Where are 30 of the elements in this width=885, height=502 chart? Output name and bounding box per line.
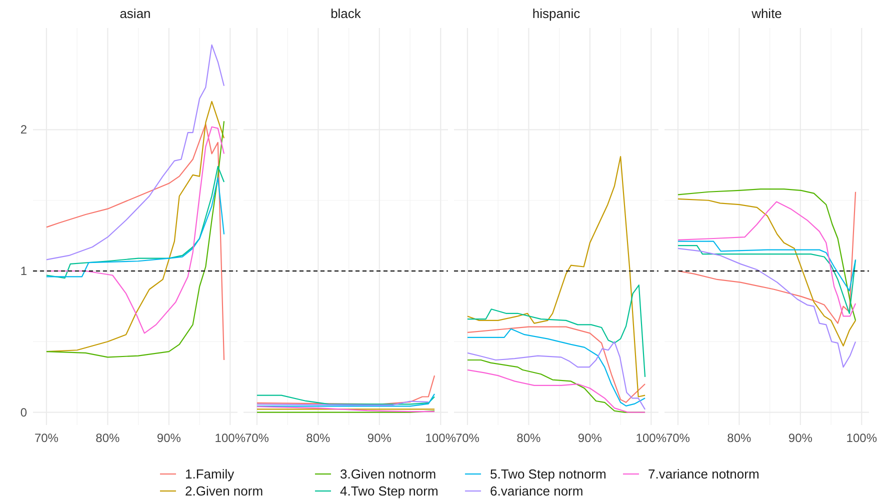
y-tick-label: 1	[20, 264, 28, 278]
x-tick-label: 90%	[578, 431, 602, 445]
x-tick-label: 100%	[636, 431, 667, 445]
legend-label: 1.Family	[185, 466, 235, 482]
x-tick-label: 90%	[788, 431, 813, 445]
x-tick-label: 80%	[306, 431, 331, 445]
chart-title: white	[750, 6, 782, 21]
legend-label: 4.Two Step norm	[340, 484, 438, 498]
x-tick-label: 100%	[214, 431, 246, 445]
x-tick-label: 100%	[846, 431, 878, 445]
x-tick-label: 80%	[96, 431, 120, 445]
y-tick-label: 0	[20, 405, 28, 420]
x-tick-label: 80%	[727, 431, 752, 445]
legend-label: 2.Given norm	[185, 484, 264, 498]
chart-title: black	[330, 6, 362, 21]
x-tick-label: 90%	[367, 431, 392, 445]
chart-title: asian	[120, 6, 151, 21]
x-tick-label: 90%	[156, 431, 182, 445]
legend-label: 5.Two Step notnorm	[490, 466, 606, 482]
x-tick-label: 70%	[244, 431, 270, 445]
chart-title: hispanic	[532, 6, 581, 21]
legend-label: 3.Given notnorm	[340, 466, 436, 482]
x-tick-label: 100%	[425, 431, 456, 445]
x-tick-label: 70%	[455, 431, 480, 445]
x-tick-label: 80%	[516, 431, 542, 445]
legend-label: 7.variance notnorm	[648, 466, 760, 482]
y-tick-label: 2	[20, 122, 28, 137]
x-tick-label: 70%	[34, 431, 59, 445]
x-tick-label: 70%	[666, 431, 690, 445]
legend-label: 6.variance norm	[490, 484, 584, 498]
